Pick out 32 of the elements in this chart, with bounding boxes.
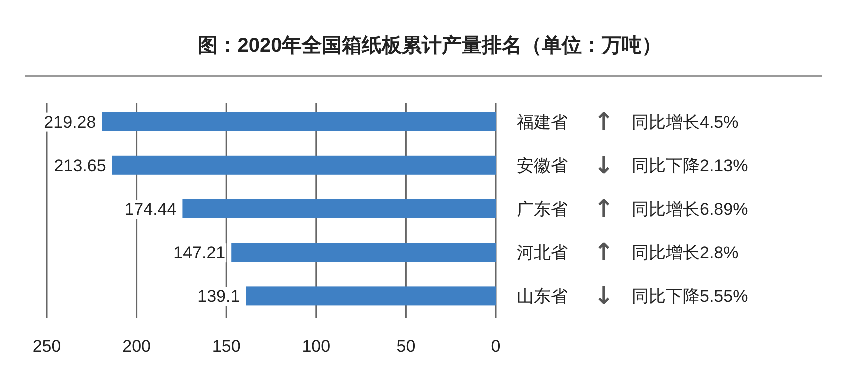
text: ↑ <box>594 238 614 267</box>
data-label: 174.44 <box>124 200 177 219</box>
data-label: 147.21 <box>174 244 226 263</box>
y-tick-label: 福建省 <box>517 112 568 132</box>
text: ↑ <box>594 108 614 136</box>
x-tick-label: 50 <box>396 337 416 356</box>
text: ↓ <box>594 151 614 180</box>
text: 同比增长4.5% <box>632 112 739 132</box>
bar <box>102 112 496 132</box>
text: 同比下降2.13% <box>632 156 748 176</box>
y-tick-label: 安徽省 <box>517 156 568 176</box>
text: 同比下降5.55% <box>632 287 748 306</box>
x-tick-label: 0 <box>491 337 501 356</box>
data-label: 139.1 <box>198 287 240 306</box>
text: ↓ <box>594 282 614 310</box>
data-label: 219.28 <box>44 112 96 132</box>
text: ↑ <box>594 195 614 223</box>
bar <box>246 286 496 306</box>
y-tick-label: 山东省 <box>517 287 568 306</box>
bar <box>112 156 496 175</box>
x-tick-label: 200 <box>122 337 151 356</box>
x-tick-label: 100 <box>302 337 331 356</box>
data-label: 213.65 <box>54 156 106 176</box>
chart-title: 图：2020年全国箱纸板累计产量排名（单位：万吨） <box>198 34 662 57</box>
text: 同比增长2.8% <box>632 244 739 263</box>
x-tick-label: 150 <box>212 337 241 356</box>
y-tick-label: 广东省 <box>517 200 568 219</box>
y-tick-label: 河北省 <box>517 244 568 263</box>
bar <box>182 200 496 218</box>
x-tick-label: 250 <box>32 337 62 356</box>
bar <box>232 243 496 262</box>
text: 同比增长6.89% <box>632 200 748 219</box>
